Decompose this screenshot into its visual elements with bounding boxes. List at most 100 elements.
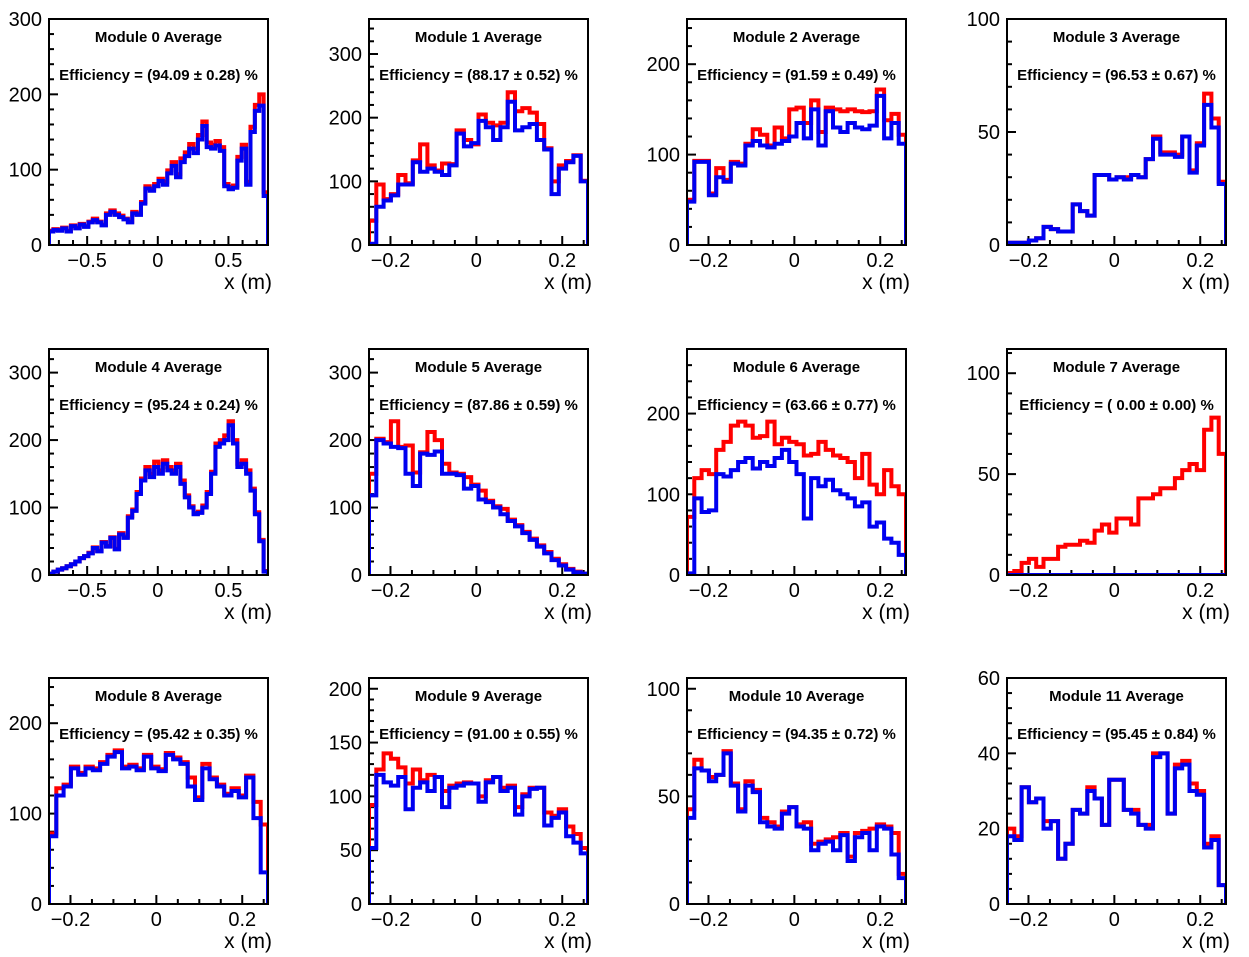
matched-tracks-histogram [685, 447, 907, 576]
plot-frame [48, 348, 269, 576]
panel-title: Module 10 Average [728, 688, 864, 705]
svg-text:−0.2: −0.2 [371, 250, 410, 272]
axis-tick-labels: −0.2 0 0.2 0 100 200 [9, 713, 257, 931]
axis-tick-labels: −0.2 0 0.2 0 100 200 [646, 54, 894, 272]
svg-text:50: 50 [978, 122, 1000, 144]
histogram-plot: −0.2 0 0.2 0 100 200 Module 8 Average Efficie… [9, 677, 272, 953]
module-panel: −0.2 0 0.2 0 20 40 60 Module 11 Average Effici… [937, 638, 1249, 957]
module-panel: −0.5 0 0.5 0 100 200 300 Module 4 Average Effi… [0, 319, 312, 638]
svg-text:0: 0 [1109, 909, 1120, 931]
axis-tick-labels: −0.5 0 0.5 0 100 200 300 [9, 9, 243, 272]
svg-text:100: 100 [9, 160, 42, 182]
svg-text:0: 0 [152, 250, 163, 272]
efficiency-label: Efficiency = (91.59 ± 0.49) % [697, 67, 896, 84]
module-panel: −0.2 0 0.2 0 50 100 Module 7 Average Efficien… [937, 319, 1249, 638]
expected-tracks-histogram [48, 92, 269, 245]
x-axis-label: x (m) [1182, 601, 1230, 624]
module-panel: −0.2 0 0.2 0 100 200 300 Module 1 Average Effi… [312, 0, 624, 319]
x-axis-label: x (m) [862, 930, 910, 953]
matched-tracks-histogram [48, 103, 269, 245]
svg-text:0: 0 [351, 565, 362, 587]
svg-text:200: 200 [9, 84, 42, 106]
axis-ticks [368, 677, 585, 905]
svg-text:200: 200 [9, 430, 42, 452]
x-axis-label: x (m) [224, 930, 272, 953]
x-axis-label: x (m) [544, 601, 592, 624]
svg-text:0: 0 [668, 565, 679, 587]
panel-title: Module 9 Average [415, 688, 542, 705]
module-panel: −0.2 0 0.2 0 100 200 Module 8 Average Efficie… [0, 638, 312, 957]
axis-tick-labels: −0.2 0 0.2 0 100 200 300 [329, 363, 577, 602]
matched-tracks-histogram [368, 99, 590, 246]
svg-text:100: 100 [329, 786, 362, 808]
module-panel: −0.5 0 0.5 0 100 200 300 Module 0 Average Effi… [0, 0, 312, 319]
svg-text:200: 200 [9, 713, 42, 735]
panel-title: Module 11 Average [1049, 688, 1184, 705]
panel-title: Module 1 Average [415, 29, 542, 46]
axis-tick-labels: −0.2 0 0.2 0 50 100 [966, 9, 1214, 272]
histogram-plot: −0.2 0 0.2 0 50 100 Module 10 Average Efficie… [646, 677, 910, 953]
plot-frame [48, 18, 269, 246]
axis-tick-labels: −0.2 0 0.2 0 100 200 [646, 404, 894, 602]
svg-text:100: 100 [329, 171, 362, 193]
svg-text:0: 0 [351, 894, 362, 916]
panel-title: Module 2 Average [732, 29, 859, 46]
expected-tracks-histogram [368, 90, 590, 245]
svg-text:60: 60 [978, 668, 1000, 690]
svg-text:0: 0 [471, 909, 482, 931]
module-panel: −0.2 0 0.2 0 50 100 150 200 Module 9 Average Ef… [312, 638, 624, 957]
histogram-plot: −0.2 0 0.2 0 20 40 60 Module 11 Average Effici… [978, 668, 1230, 953]
svg-text:100: 100 [646, 679, 679, 701]
svg-text:0: 0 [351, 235, 362, 257]
matched-tracks-histogram [1005, 751, 1227, 904]
efficiency-label: Efficiency = (95.45 ± 0.84) % [1017, 726, 1216, 743]
svg-text:0.2: 0.2 [1186, 250, 1214, 272]
histogram-plot: −0.2 0 0.2 0 50 100 150 200 Module 9 Average Ef… [329, 677, 592, 953]
module-panel: −0.2 0 0.2 0 50 100 Module 3 Average Efficien… [937, 0, 1249, 319]
module-panel: −0.2 0 0.2 0 100 200 300 Module 5 Average Effi… [312, 319, 624, 638]
plot-frame [1005, 348, 1227, 576]
plot-frame [368, 677, 590, 905]
panel-title: Module 8 Average [95, 688, 222, 705]
panel-title: Module 6 Average [732, 359, 859, 376]
svg-text:0: 0 [989, 894, 1000, 916]
svg-text:0.2: 0.2 [866, 580, 894, 602]
svg-text:50: 50 [340, 840, 362, 862]
axis-tick-labels: −0.2 0 0.2 0 50 100 [966, 363, 1214, 602]
module-panel: −0.2 0 0.2 0 100 200 Module 2 Average Efficie… [625, 0, 937, 319]
module-panel: −0.2 0 0.2 0 50 100 Module 10 Average Efficie… [625, 638, 937, 957]
panel-title: Module 7 Average [1053, 359, 1180, 376]
panel-title: Module 5 Average [415, 359, 542, 376]
svg-text:0.5: 0.5 [215, 250, 243, 272]
efficiency-label: Efficiency = (88.17 ± 0.52) % [379, 67, 578, 84]
histogram-plot: −0.2 0 0.2 0 100 200 300 Module 1 Average Effi… [329, 18, 592, 294]
matched-tracks-histogram [368, 772, 590, 904]
x-axis-label: x (m) [1182, 930, 1230, 953]
svg-text:0.2: 0.2 [1186, 909, 1214, 931]
svg-text:0: 0 [989, 565, 1000, 587]
svg-text:0.2: 0.2 [1186, 580, 1214, 602]
histogram-plot: −0.5 0 0.5 0 100 200 300 Module 4 Average Effi… [9, 348, 272, 624]
svg-text:200: 200 [329, 430, 362, 452]
axis-ticks [50, 18, 258, 246]
svg-text:0.2: 0.2 [549, 250, 577, 272]
axis-tick-labels: −0.2 0 0.2 0 100 200 300 [329, 44, 577, 272]
svg-text:0: 0 [989, 235, 1000, 257]
axis-ticks [685, 687, 903, 905]
module-panel: −0.2 0 0.2 0 100 200 Module 6 Average Efficie… [625, 319, 937, 638]
svg-text:0: 0 [668, 235, 679, 257]
matched-tracks-histogram [1005, 102, 1227, 245]
axis-ticks [368, 27, 585, 246]
svg-text:200: 200 [646, 404, 679, 426]
matched-tracks-histogram [685, 93, 907, 245]
svg-text:0: 0 [31, 235, 42, 257]
expected-tracks-histogram [685, 87, 907, 245]
plot-frame [368, 18, 590, 246]
svg-text:0.2: 0.2 [228, 909, 256, 931]
efficiency-label: Efficiency = (94.35 ± 0.72) % [697, 726, 896, 743]
expected-tracks-histogram [1005, 415, 1227, 575]
svg-text:−0.2: −0.2 [51, 909, 90, 931]
svg-text:100: 100 [646, 145, 679, 167]
svg-text:100: 100 [966, 363, 999, 385]
